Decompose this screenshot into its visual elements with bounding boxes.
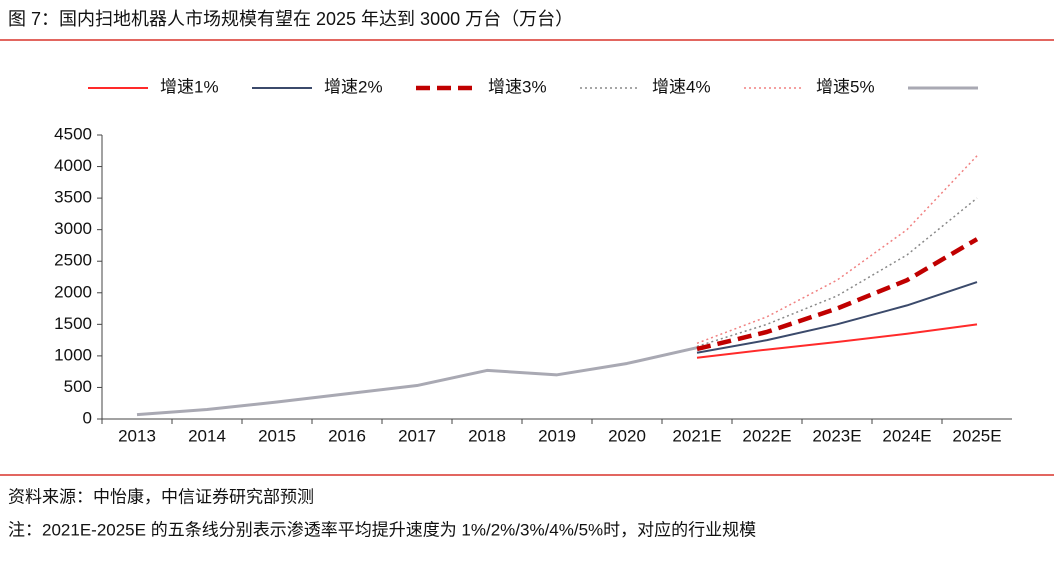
series-line (136, 346, 698, 417)
series-line (696, 197, 978, 348)
legend-label: 增速5% (816, 77, 875, 96)
x-tick-label: 2021E (672, 426, 721, 445)
y-tick-label: 2500 (54, 251, 92, 270)
x-tick-label: 2013 (118, 426, 156, 445)
y-tick-label: 4000 (54, 156, 92, 175)
y-tick-label: 3000 (54, 219, 92, 238)
x-tick-label: 2017 (398, 426, 436, 445)
x-tick-label: 2016 (328, 426, 366, 445)
legend-label: 增速2% (324, 77, 383, 96)
source: 资料来源：中怡康，中信证券研究部预测 (8, 487, 314, 506)
chart-title: 图 7：国内扫地机器人市场规模有望在 2025 年达到 3000 万台（万台） (8, 9, 573, 29)
x-tick-label: 2025E (952, 426, 1001, 445)
y-tick-label: 4500 (54, 124, 92, 143)
series-line (696, 155, 978, 344)
series-line (696, 323, 978, 359)
x-tick-label: 2020 (608, 426, 646, 445)
x-tick-label: 2019 (538, 426, 576, 445)
y-tick-label: 1500 (54, 314, 92, 333)
x-tick-label: 2018 (468, 426, 506, 445)
series-line (696, 281, 978, 354)
x-tick-label: 2023E (812, 426, 861, 445)
legend-label: 增速4% (652, 77, 711, 96)
legend-label: 增速3% (488, 77, 547, 96)
x-tick-label: 2022E (742, 426, 791, 445)
note: 注：2021E-2025E 的五条线分别表示渗透率平均提升速度为 1%/2%/3… (8, 520, 756, 539)
x-tick-label: 2024E (882, 426, 931, 445)
series-line (696, 237, 979, 352)
y-tick-label: 1000 (54, 345, 92, 364)
y-tick-label: 3500 (54, 188, 92, 207)
legend-label: 增速1% (160, 77, 219, 96)
x-tick-label: 2015 (258, 426, 296, 445)
y-tick-label: 500 (64, 377, 92, 396)
x-tick-label: 2014 (188, 426, 226, 445)
y-tick-label: 0 (83, 408, 92, 427)
y-tick-label: 2000 (54, 282, 92, 301)
